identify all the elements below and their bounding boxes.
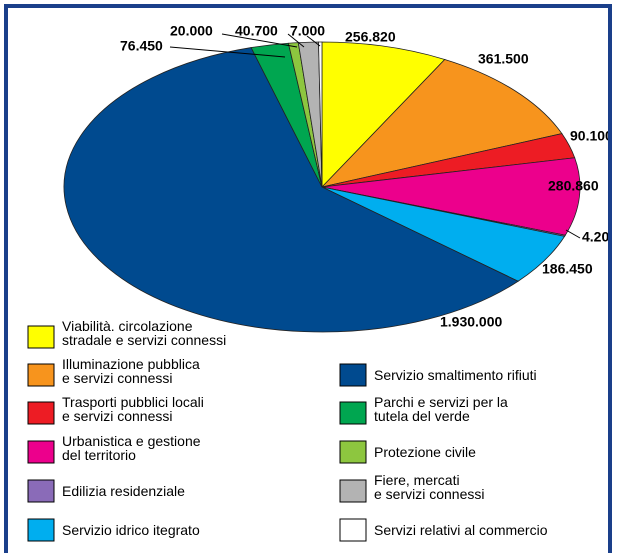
data-label: 90.100: [570, 128, 613, 144]
legend-label: Protezione civile: [374, 444, 476, 460]
legend-swatch: [339, 401, 367, 425]
data-label: 76.450: [120, 38, 163, 54]
data-label: 7.000: [290, 23, 325, 39]
legend-swatch: [339, 363, 367, 387]
pie-slice: [320, 59, 563, 188]
legend-swatch: [27, 325, 55, 349]
legend-swatch: [339, 440, 367, 464]
legend-label: Parchi e servizi per la tutela del verde: [374, 394, 508, 424]
data-label: 1.930.000: [440, 314, 502, 330]
legend-label: Servizi relativi al commercio: [374, 522, 548, 538]
leader-line: [221, 33, 298, 48]
pie-slice: [321, 41, 446, 188]
legend-swatch: [27, 401, 55, 425]
legend-label: Trasporti pubblici locali e servizi conne…: [62, 394, 204, 424]
pie-slice: [63, 47, 519, 333]
legend-swatch: [339, 479, 367, 503]
data-label: 40.700: [235, 23, 278, 39]
data-label: 186.450: [542, 261, 593, 277]
leader-line: [169, 46, 286, 58]
data-label: 280.860: [548, 178, 599, 194]
leader-line: [565, 229, 581, 239]
leader-line: [287, 33, 305, 48]
legend-swatch: [339, 518, 367, 542]
legend-label: Viabilità. circolazione stradale e serviz…: [62, 318, 226, 348]
legend-swatch: [27, 518, 55, 542]
legend-label: Edilizia residenziale: [62, 483, 185, 499]
data-label: 4.200: [582, 229, 617, 245]
legend-label: Servizio idrico itegrato: [62, 522, 200, 538]
legend-label: Urbanistica e gestione del territorio: [62, 433, 201, 463]
pie-slice: [318, 41, 323, 188]
data-label: 20.000: [170, 23, 213, 39]
legend-label: Fiere, mercati e servizi connessi: [374, 472, 485, 502]
leader-line: [306, 35, 321, 47]
data-label: 256.820: [345, 29, 396, 45]
legend-swatch: [27, 479, 55, 503]
data-label: 361.500: [478, 51, 529, 67]
legend-label: Illuminazione pubblica e servizi connessi: [62, 356, 200, 386]
legend-swatch: [27, 440, 55, 464]
legend-swatch: [27, 363, 55, 387]
pie-slice: [321, 157, 581, 236]
plot: 256.820 361.500 90.100 280.860 4.200 186.450 1…: [63, 23, 617, 333]
legend-label: Servizio smaltimento rifiuti: [374, 367, 537, 383]
